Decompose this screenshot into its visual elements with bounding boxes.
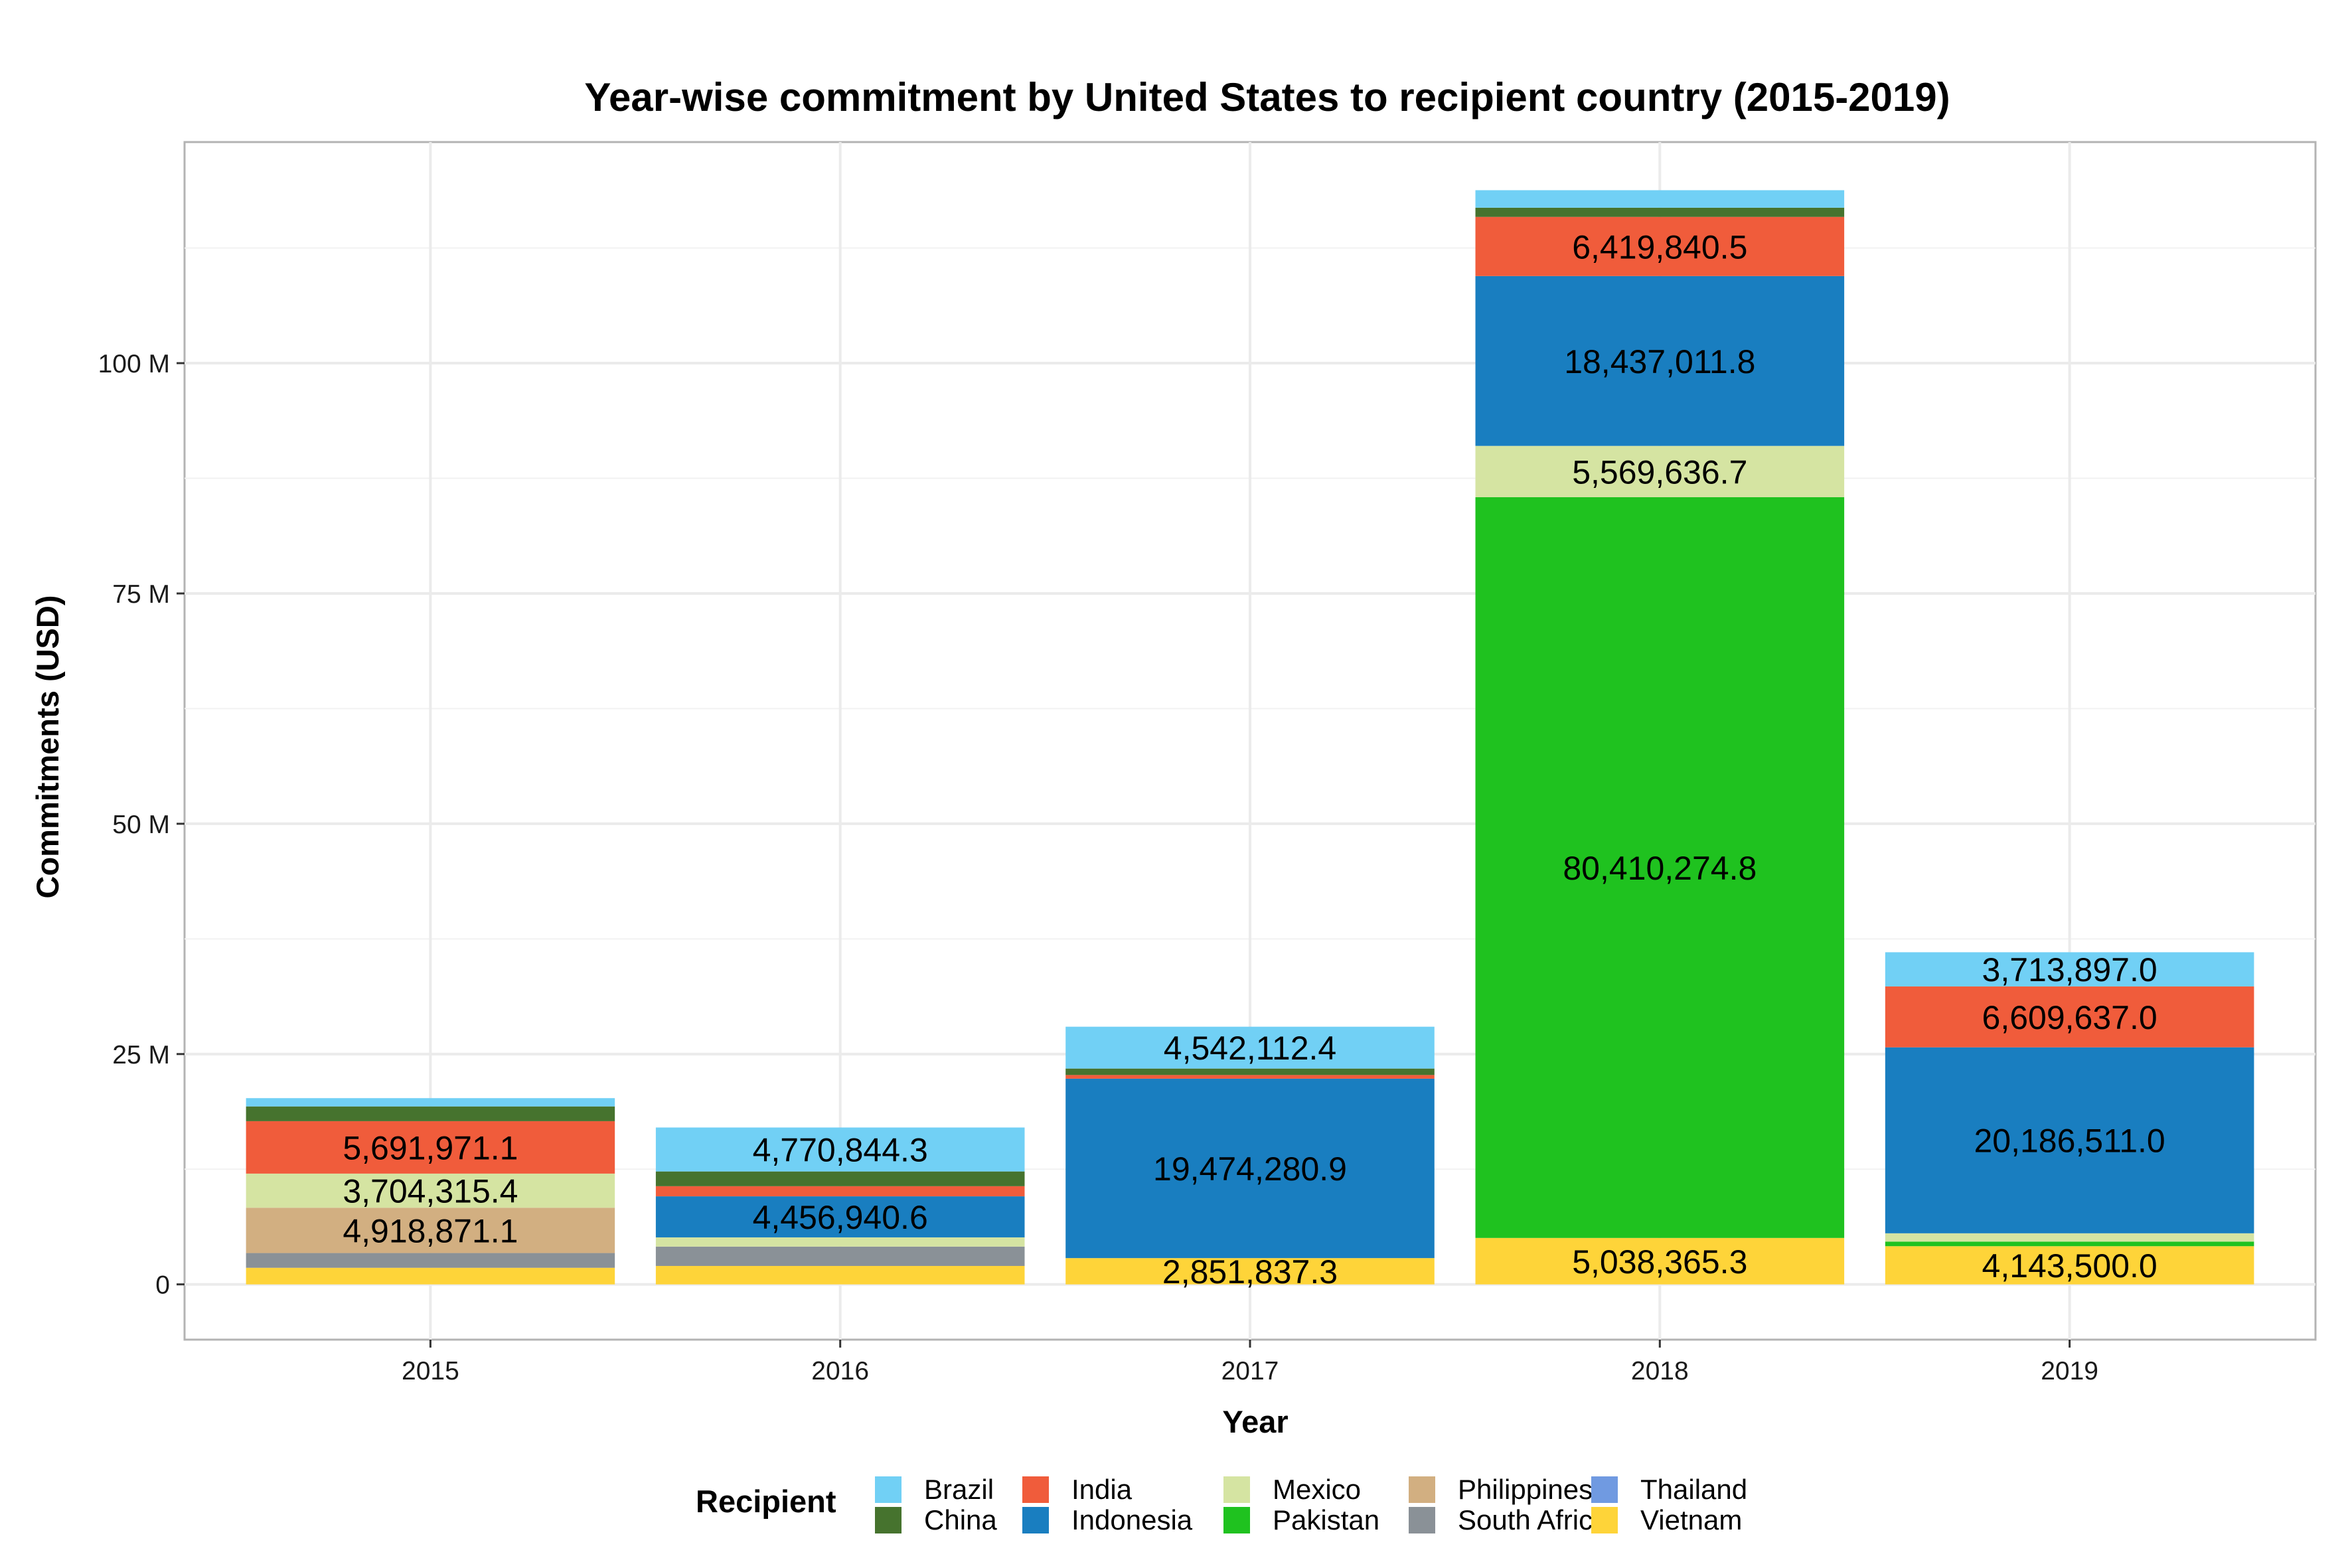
- legend-title: Recipient: [696, 1484, 836, 1519]
- bar-segment-vietnam: [246, 1267, 615, 1285]
- y-tick-label: 25 M: [112, 1041, 170, 1069]
- x-tick-label: 2015: [402, 1357, 459, 1385]
- bar-segment-india: [1065, 1075, 1435, 1079]
- bar-segment-south-africa: [655, 1246, 1025, 1266]
- bar-segment-pakistan: [1885, 1241, 2254, 1247]
- data-label: 3,704,315.4: [343, 1173, 518, 1210]
- data-label: 2,851,837.3: [1162, 1253, 1338, 1291]
- legend-label: Philippines: [1458, 1474, 1593, 1505]
- y-tick-label: 50 M: [112, 811, 170, 839]
- data-label: 18,437,011.8: [1564, 343, 1755, 380]
- data-label: 3,713,897.0: [1982, 951, 2157, 988]
- legend-swatch-pakistan: [1223, 1507, 1250, 1533]
- legend-swatch-india: [1022, 1476, 1049, 1503]
- bar-segment-pakistan: [1475, 497, 1845, 1238]
- y-tick-label: 75 M: [112, 580, 170, 609]
- legend-label: Pakistan: [1273, 1504, 1379, 1535]
- legend-label: Vietnam: [1640, 1504, 1742, 1535]
- bar-segment-brazil: [1885, 952, 2254, 986]
- bar-segment-india: [655, 1186, 1025, 1197]
- data-label: 4,542,112.4: [1164, 1030, 1336, 1067]
- bar-segment-indonesia: [1475, 275, 1845, 446]
- data-label: 5,569,636.7: [1572, 453, 1747, 491]
- bar-segment-brazil: [1065, 1026, 1435, 1069]
- x-tick-label: 2018: [1631, 1357, 1689, 1385]
- legend-label: Thailand: [1640, 1474, 1747, 1505]
- bar-segment-india: [1885, 986, 2254, 1048]
- x-axis-title: Year: [1222, 1404, 1288, 1439]
- bar-segment-vietnam: [655, 1265, 1025, 1285]
- legend-swatch-vietnam: [1591, 1507, 1618, 1533]
- data-label: 4,770,844.3: [753, 1132, 928, 1169]
- bar-segment-mexico: [246, 1173, 615, 1208]
- bar-segment-india: [1475, 216, 1845, 276]
- data-label: 80,410,274.8: [1563, 850, 1757, 887]
- x-tick-label: 2016: [811, 1357, 869, 1385]
- legend-swatch-brazil: [875, 1476, 902, 1503]
- bars: [246, 190, 2254, 1285]
- bar-segment-indonesia: [1065, 1078, 1435, 1259]
- x-tick-label: 2017: [1221, 1357, 1279, 1385]
- legend-swatch-philippines: [1409, 1476, 1435, 1503]
- bar-segment-mexico: [1475, 445, 1845, 497]
- data-label: 4,456,940.6: [753, 1199, 928, 1236]
- bar-segment-mexico: [1885, 1233, 2254, 1242]
- legend-swatch-indonesia: [1022, 1507, 1049, 1533]
- axes: 0 25 M 50 M 75 M 100 M 2015 2016 2017 2018 2019: [98, 350, 2098, 1385]
- bar-segment-south-africa: [246, 1253, 615, 1268]
- legend-swatch-thailand: [1591, 1476, 1618, 1503]
- legend-swatch-mexico: [1223, 1476, 1250, 1503]
- legend-label: South Africa: [1458, 1504, 1608, 1535]
- data-labels: 2,851,837.3 5,038,365.3 4,143,500.0 4,918,8…: [343, 228, 2165, 1291]
- bar-segment-philippines: [246, 1208, 615, 1253]
- y-tick-label: 0: [155, 1271, 170, 1300]
- bar-segment-brazil: [246, 1098, 615, 1107]
- data-label: 5,038,365.3: [1572, 1243, 1747, 1281]
- y-axis-title: Commitments (USD): [30, 595, 65, 899]
- bar-segment-indonesia: [1885, 1047, 2254, 1233]
- data-label: 4,918,871.1: [343, 1212, 518, 1249]
- bar-segment-china: [1475, 207, 1845, 217]
- x-tick-label: 2019: [2041, 1357, 2098, 1385]
- legend-label: Mexico: [1273, 1474, 1361, 1505]
- data-label: 6,419,840.5: [1572, 228, 1747, 266]
- data-label: 20,186,511.0: [1974, 1123, 2165, 1160]
- legend-swatch-south-africa: [1409, 1507, 1435, 1533]
- legend-label: Indonesia: [1071, 1504, 1193, 1535]
- bar-segment-vietnam: [1065, 1258, 1435, 1285]
- legend-label: India: [1071, 1474, 1133, 1505]
- legend-swatch-china: [875, 1507, 902, 1533]
- bar-segment-brazil: [655, 1127, 1025, 1172]
- bar-segment-indonesia: [655, 1196, 1025, 1237]
- bar-segment-india: [246, 1121, 615, 1174]
- legend-label: China: [924, 1504, 997, 1535]
- legend-label: Brazil: [924, 1474, 994, 1505]
- data-label: 5,691,971.1: [343, 1129, 518, 1166]
- bar-segment-vietnam: [1885, 1246, 2254, 1285]
- bar-segment-china: [655, 1171, 1025, 1186]
- bar-segment-mexico: [655, 1237, 1025, 1247]
- y-tick-label: 100 M: [98, 350, 170, 378]
- bar-segment-china: [1065, 1068, 1435, 1075]
- data-label: 4,143,500.0: [1982, 1247, 2157, 1285]
- data-label: 6,609,637.0: [1982, 999, 2157, 1036]
- chart-title: Year-wise commitment by United States to…: [584, 75, 1950, 119]
- bar-segment-china: [246, 1106, 615, 1121]
- bar-segment-vietnam: [1475, 1237, 1845, 1285]
- bar-segment-brazil: [1475, 190, 1845, 208]
- data-label: 19,474,280.9: [1153, 1150, 1347, 1188]
